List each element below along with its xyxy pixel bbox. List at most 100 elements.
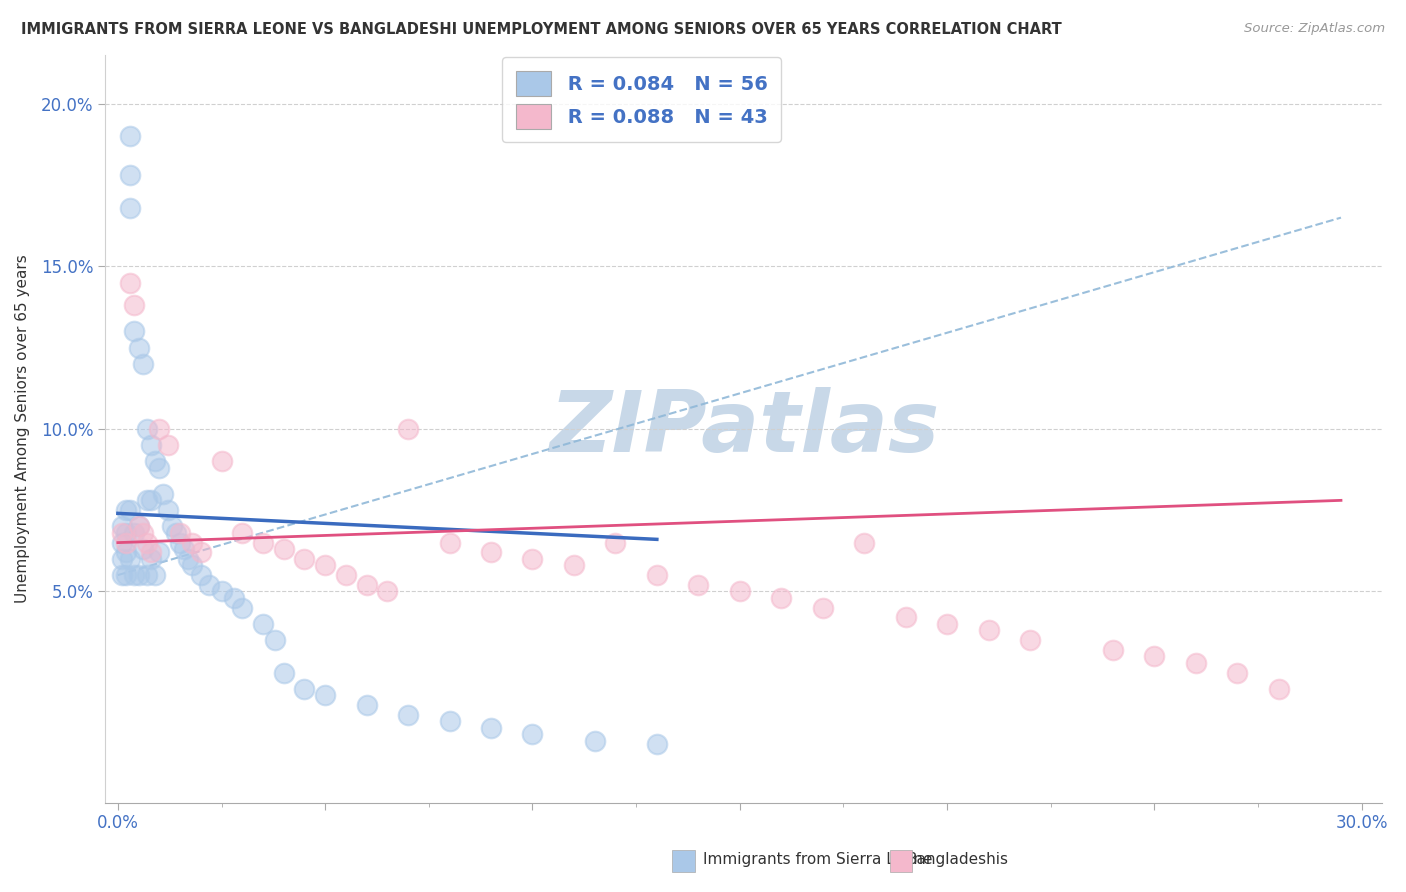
Text: Source: ZipAtlas.com: Source: ZipAtlas.com — [1244, 22, 1385, 36]
Point — [294, 552, 316, 566]
Point — [132, 542, 155, 557]
Point — [181, 535, 204, 549]
Point — [120, 169, 142, 183]
Point — [1226, 665, 1249, 680]
Point — [128, 341, 150, 355]
Point — [770, 591, 793, 605]
Point — [111, 535, 134, 549]
Point — [562, 558, 585, 573]
Point — [645, 568, 668, 582]
Point — [143, 568, 166, 582]
Point — [132, 525, 155, 540]
Point — [115, 503, 138, 517]
Point — [173, 542, 195, 557]
Point — [124, 324, 146, 338]
Point — [111, 525, 134, 540]
Point — [190, 545, 212, 559]
Point — [139, 545, 162, 559]
Point — [377, 584, 399, 599]
Point — [139, 438, 162, 452]
Point — [894, 610, 917, 624]
Point — [211, 584, 233, 599]
Point — [314, 558, 336, 573]
Point — [115, 525, 138, 540]
Point — [605, 535, 627, 549]
Point — [135, 422, 157, 436]
Point — [124, 568, 146, 582]
Point — [356, 578, 378, 592]
Point — [479, 721, 502, 735]
Point — [1185, 656, 1208, 670]
Point — [115, 545, 138, 559]
Point — [135, 568, 157, 582]
Text: IMMIGRANTS FROM SIERRA LEONE VS BANGLADESHI UNEMPLOYMENT AMONG SENIORS OVER 65 Y: IMMIGRANTS FROM SIERRA LEONE VS BANGLADE… — [21, 22, 1062, 37]
Legend:  R = 0.084   N = 56,  R = 0.088   N = 43: R = 0.084 N = 56, R = 0.088 N = 43 — [502, 57, 782, 143]
Point — [1102, 643, 1125, 657]
Point — [396, 422, 419, 436]
Point — [231, 600, 253, 615]
Point — [135, 493, 157, 508]
Point — [294, 681, 316, 696]
Text: Immigrants from Sierra Leone: Immigrants from Sierra Leone — [703, 852, 932, 867]
Point — [645, 737, 668, 751]
Point — [264, 633, 287, 648]
Point — [111, 519, 134, 533]
Point — [177, 552, 200, 566]
Point — [148, 545, 170, 559]
Point — [124, 298, 146, 312]
Point — [356, 698, 378, 712]
Point — [688, 578, 710, 592]
Point — [181, 558, 204, 573]
Point — [111, 552, 134, 566]
Point — [211, 454, 233, 468]
Point — [811, 600, 834, 615]
Point — [439, 535, 461, 549]
Point — [148, 461, 170, 475]
Point — [977, 624, 1000, 638]
Point — [273, 665, 295, 680]
Point — [252, 616, 274, 631]
Point — [111, 568, 134, 582]
Point — [853, 535, 876, 549]
Point — [522, 727, 544, 741]
Point — [148, 422, 170, 436]
Point — [160, 519, 183, 533]
Point — [128, 568, 150, 582]
Point — [1143, 649, 1166, 664]
Point — [132, 357, 155, 371]
Point — [1268, 681, 1291, 696]
Point — [583, 734, 606, 748]
Point — [115, 568, 138, 582]
Point — [156, 438, 179, 452]
Point — [335, 568, 357, 582]
Point — [156, 503, 179, 517]
Point — [190, 568, 212, 582]
Point — [139, 493, 162, 508]
Text: ZIPatlas: ZIPatlas — [548, 387, 939, 470]
Point — [198, 578, 221, 592]
Point — [128, 519, 150, 533]
Point — [1019, 633, 1042, 648]
Point — [252, 535, 274, 549]
Point — [120, 201, 142, 215]
Point — [169, 535, 191, 549]
Point — [522, 552, 544, 566]
Point — [165, 525, 187, 540]
Point — [314, 689, 336, 703]
Point — [120, 276, 142, 290]
Point — [139, 552, 162, 566]
Point — [231, 525, 253, 540]
Point — [143, 454, 166, 468]
Point — [728, 584, 751, 599]
Point — [479, 545, 502, 559]
Point — [152, 487, 174, 501]
Point — [396, 707, 419, 722]
Point — [936, 616, 959, 631]
Y-axis label: Unemployment Among Seniors over 65 years: Unemployment Among Seniors over 65 years — [15, 254, 30, 603]
Point — [439, 714, 461, 729]
Point — [273, 542, 295, 557]
Text: Bangladeshis: Bangladeshis — [907, 852, 1010, 867]
Point — [120, 503, 142, 517]
Point — [120, 129, 142, 144]
Point — [135, 535, 157, 549]
